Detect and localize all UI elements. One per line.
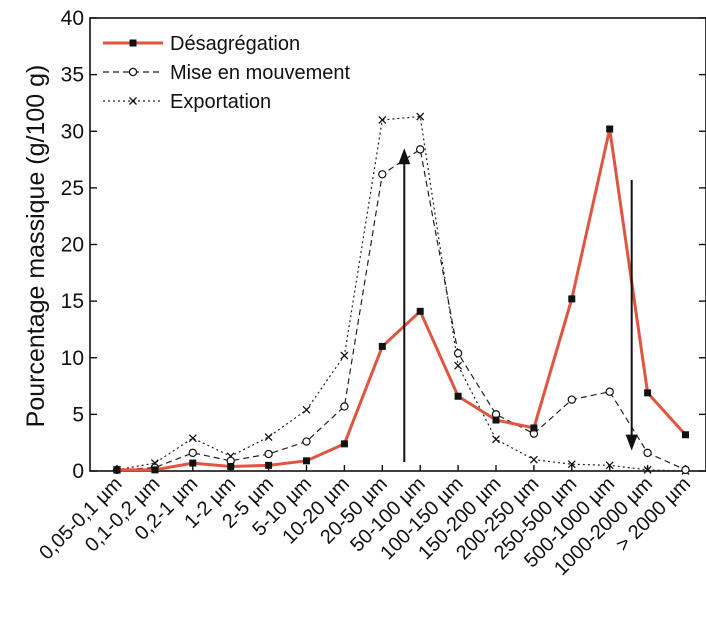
- series-line: [117, 127, 687, 472]
- data-point-square: [129, 39, 137, 47]
- data-point-circle: [681, 465, 690, 475]
- data-point-circle: [416, 145, 425, 154]
- data-point-cross: [643, 465, 652, 474]
- data-point-cross: [454, 361, 463, 370]
- y-tick-label: 25: [61, 177, 84, 200]
- data-point-square: [227, 462, 235, 470]
- data-point-square: [303, 457, 310, 465]
- data-point-cross: [416, 112, 425, 121]
- y-tick-label: 10: [61, 347, 84, 370]
- y-tick-label: 5: [72, 403, 84, 426]
- data-point-square: [606, 125, 614, 133]
- data-point-cross: [340, 351, 349, 360]
- data-point-square: [682, 431, 689, 439]
- series-line: [116, 148, 686, 471]
- y-tick-label: 0: [72, 460, 84, 483]
- data-point-cross: [264, 433, 273, 441]
- legend-item: Désagrégation: [103, 33, 300, 55]
- data-point-square: [530, 424, 538, 432]
- data-point-square: [454, 392, 462, 400]
- data-point-circle: [453, 349, 463, 358]
- data-point-square: [151, 466, 159, 474]
- y-tick-label: 40: [61, 7, 84, 30]
- data-point-square: [189, 459, 197, 467]
- data-point-square: [378, 342, 386, 350]
- plot-area: [89, 17, 706, 472]
- data-point-cross: [567, 460, 576, 469]
- data-point-cross: [302, 405, 311, 414]
- y-tick-label: 35: [61, 64, 84, 87]
- data-point-circle: [378, 170, 387, 179]
- legend-label: Exportation: [170, 91, 271, 113]
- data-point-square: [568, 295, 576, 303]
- data-point-circle: [302, 437, 311, 446]
- series-1: [112, 145, 690, 475]
- y-axis-title: Pourcentage massique (g/100 g): [22, 65, 50, 428]
- data-point-circle: [643, 448, 652, 458]
- data-point-circle: [264, 449, 273, 459]
- data-point-cross: [529, 455, 538, 464]
- data-point-circle: [340, 402, 349, 411]
- data-point-square: [492, 416, 500, 424]
- legend-label: Mise en mouvement: [170, 62, 351, 84]
- data-point-circle: [567, 395, 577, 404]
- y-tick-label: 20: [61, 234, 84, 257]
- data-point-square: [416, 307, 424, 315]
- data-point-cross: [188, 434, 197, 443]
- data-point-circle: [605, 387, 614, 396]
- data-point-square: [113, 466, 121, 474]
- y-tick-label: 15: [61, 290, 84, 313]
- legend-item: Exportation: [103, 91, 271, 113]
- data-point-square: [644, 389, 652, 397]
- series-0: [113, 125, 689, 474]
- data-point-cross: [605, 461, 614, 470]
- annotation-arrow-head: [625, 434, 638, 451]
- legend-label: Désagrégation: [170, 33, 300, 55]
- data-point-square: [265, 461, 273, 469]
- y-tick-label: 30: [61, 120, 84, 143]
- data-point-cross: [378, 115, 387, 124]
- data-point-square: [340, 440, 348, 448]
- data-point-circle: [188, 448, 197, 458]
- annotation-arrow-head: [398, 148, 411, 165]
- data-point-cross: [492, 435, 500, 444]
- data-point-circle: [128, 67, 138, 77]
- legend-item: Mise en mouvement: [103, 62, 351, 84]
- data-point-cross: [129, 97, 137, 105]
